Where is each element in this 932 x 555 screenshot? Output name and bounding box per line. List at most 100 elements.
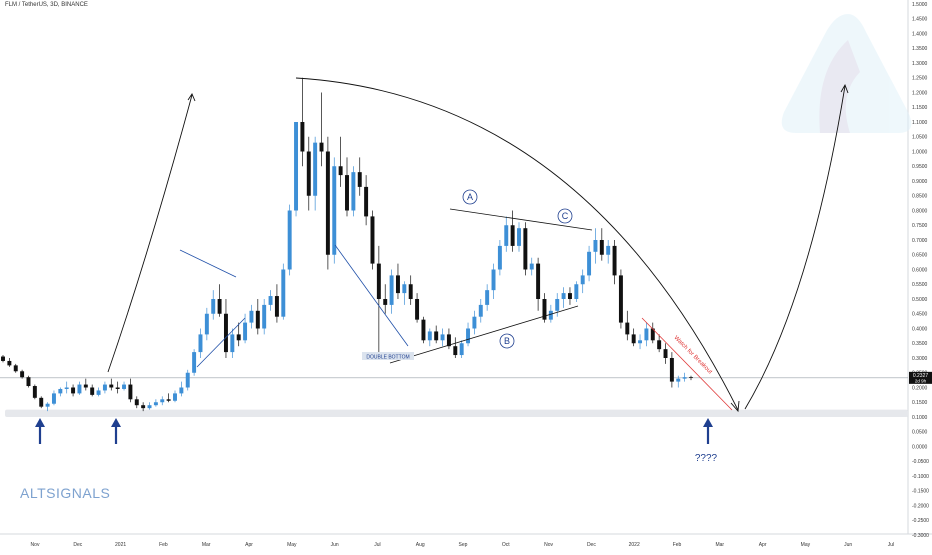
candle (351, 166, 356, 217)
candle (332, 157, 337, 264)
x-tick-label: Oct (502, 542, 510, 548)
candle (434, 325, 439, 344)
candle (166, 393, 171, 403)
candle (287, 204, 292, 276)
candle (58, 387, 63, 397)
breakout-trend-line (641, 317, 733, 411)
arrow-up-2 (111, 418, 121, 444)
flag-1-lower-line (196, 317, 246, 368)
candle (587, 245, 592, 282)
wave-a-circle (462, 189, 478, 205)
candle (395, 263, 400, 299)
x-tick-label: Apr (759, 542, 767, 548)
wave-c-circle (557, 208, 573, 224)
support-zone (5, 409, 908, 417)
candle (122, 381, 127, 391)
candle (357, 157, 362, 196)
candle (389, 269, 394, 314)
candle (198, 328, 203, 358)
x-tick-label: Aug (416, 542, 425, 548)
y-tick-label: -0.2000 (912, 503, 929, 509)
candle (294, 122, 299, 217)
candle (255, 299, 260, 335)
candle (102, 381, 107, 394)
candle (179, 381, 184, 397)
candle (606, 240, 611, 264)
time-axis[interactable]: Nov Dec 2021 Feb Mar Apr May Jun Jul Aug Sep Oct Nov… (31, 542, 895, 548)
y-tick-label: 0.3500 (912, 341, 928, 347)
candle (631, 328, 636, 347)
y-tick-label: 0.7500 (912, 223, 928, 229)
candle (599, 228, 604, 261)
y-tick-label: -0.2500 (912, 518, 929, 524)
candle (211, 290, 216, 320)
wave-b-label: B (504, 336, 510, 346)
y-tick-label: 1.2000 (912, 90, 928, 96)
candle (249, 304, 254, 329)
y-tick-label: 1.0000 (912, 149, 928, 155)
y-tick-label: 0.6500 (912, 253, 928, 259)
y-tick-label: 1.4500 (912, 17, 928, 23)
candle (1, 355, 5, 363)
candle (64, 381, 69, 394)
brand-watermark: ALTSIGNALS (20, 485, 111, 501)
x-tick-label: Feb (159, 542, 168, 548)
candle (134, 396, 139, 409)
candle (51, 390, 56, 406)
candle (644, 322, 649, 347)
y-tick-label: 0.6000 (912, 267, 928, 273)
candle (561, 287, 566, 308)
candle (7, 358, 12, 367)
x-tick-label: Jul (374, 542, 380, 548)
candle (306, 136, 311, 211)
candle (491, 263, 496, 299)
y-tick-label: 1.1000 (912, 120, 928, 126)
x-tick-label: May (801, 542, 811, 548)
price-badge-countdown: 2d 9h (915, 378, 927, 383)
candle (338, 136, 343, 187)
candle (446, 328, 451, 350)
candle (440, 328, 445, 347)
y-tick-label: -0.0500 (912, 459, 929, 465)
candle (427, 328, 432, 347)
candle (96, 387, 101, 397)
candle (567, 287, 572, 305)
y-tick-label: 0.8500 (912, 194, 928, 200)
y-tick-label: 0.0500 (912, 430, 928, 436)
y-tick-label: 1.3000 (912, 61, 928, 67)
x-tick-label: Jul (888, 542, 894, 548)
wave-b-circle (499, 333, 515, 349)
y-tick-label: 1.0500 (912, 135, 928, 141)
price-axis[interactable]: 1.5000 1.4500 1.4000 1.3500 1.3000 1.2500 1.20… (912, 2, 929, 539)
double-bottom-label: DOUBLE BOTTOM (366, 355, 409, 361)
candle (638, 334, 643, 350)
y-tick-label: 0.5500 (912, 282, 928, 288)
candle (517, 222, 521, 252)
wave-c-label: C (562, 211, 569, 221)
y-tick-label: 0.4500 (912, 312, 928, 318)
candle (523, 222, 528, 276)
candle (115, 381, 120, 394)
y-tick-label: 1.1500 (912, 105, 928, 111)
candle (274, 284, 279, 323)
x-tick-label: Jun (331, 542, 339, 548)
candle (593, 228, 598, 264)
x-tick-label: 2021 (115, 542, 126, 548)
curve-arrow-right-head (840, 83, 849, 94)
y-tick-label: 0.4000 (912, 326, 928, 332)
candle (453, 337, 458, 358)
candle (128, 378, 133, 403)
candle (160, 396, 165, 406)
candle (376, 245, 381, 358)
x-tick-label: Nov (31, 542, 40, 548)
big-arc-head (730, 400, 740, 413)
candle (415, 293, 420, 323)
candle (268, 290, 273, 311)
candle (141, 402, 146, 412)
y-tick-label: 0.1500 (912, 400, 928, 406)
candle (90, 384, 95, 397)
y-tick-label: 1.5000 (912, 2, 928, 8)
descending-trend-line (334, 244, 409, 347)
candle (147, 402, 152, 410)
